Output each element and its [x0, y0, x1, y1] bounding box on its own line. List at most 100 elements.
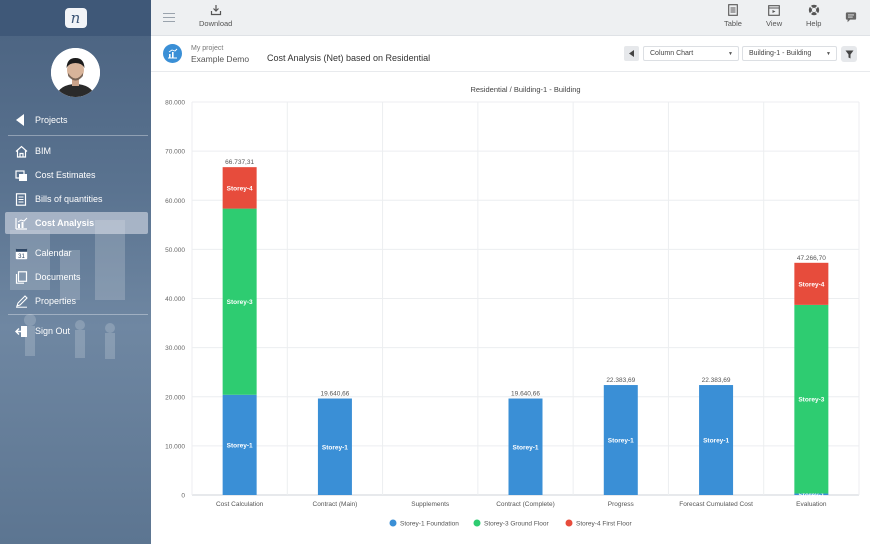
sidebar-item-label: Projects: [35, 115, 68, 125]
pencil-icon: [14, 294, 28, 308]
sidebar-item-properties[interactable]: Properties: [5, 290, 148, 312]
sidebar-item-sign-out[interactable]: Sign Out: [5, 320, 148, 342]
download-label: Download: [199, 19, 233, 28]
project-name[interactable]: Example Demo: [191, 54, 250, 64]
page-title: Cost Analysis (Net) based on Residential: [267, 53, 431, 63]
caret-left-icon: [628, 50, 634, 57]
bar-storey-1[interactable]: [794, 493, 829, 495]
bar-data-label: Storey-1: [798, 492, 824, 499]
help-label: Help: [806, 19, 822, 28]
sidebar-item-label: Properties: [35, 296, 77, 306]
bar-data-label: Storey-1: [512, 444, 538, 451]
top-toolbar: Download Table View Help: [151, 0, 870, 36]
bar-storey-1[interactable]: [603, 385, 638, 495]
building-value: Building-1 - Building: [749, 50, 812, 57]
y-tick-label: 40.000: [165, 296, 185, 303]
bar-total-label: 19.640,66: [511, 391, 540, 398]
sidebar-item-label: Cost Estimates: [35, 170, 96, 180]
chart-icon: [14, 216, 28, 230]
legend-item[interactable]: Storey-4 First Floor: [576, 521, 632, 528]
view-icon: [768, 4, 780, 16]
bar-data-label: Storey-3: [798, 397, 824, 404]
bar-storey-3[interactable]: [794, 304, 829, 494]
legend-item[interactable]: Storey-1 Foundation: [400, 521, 459, 528]
hamburger-line: [163, 20, 175, 23]
bar-data-label: Storey-1: [227, 442, 253, 449]
view-label: View: [766, 19, 783, 28]
hamburger-line: [163, 16, 175, 19]
bar-storey-1[interactable]: [699, 385, 734, 495]
bar-data-label: Storey-1: [703, 438, 729, 445]
cost-estimates-icon: [14, 168, 28, 182]
x-tick-label: Forecast Cumulated Cost: [679, 501, 753, 508]
sidebar-item-label: Cost Analysis: [35, 218, 95, 228]
filter-icon: [845, 50, 853, 58]
sidebar-item-bim[interactable]: BIM: [5, 140, 148, 162]
sidebar-item-label: Sign Out: [35, 326, 71, 336]
legend-marker: [473, 519, 481, 527]
bar-storey-1[interactable]: [317, 398, 352, 495]
bar-storey-4[interactable]: [222, 167, 257, 209]
legend-item[interactable]: Storey-3 Ground Floor: [484, 521, 550, 528]
sidebar-header: n: [0, 0, 151, 36]
cost-analysis-chart: Residential / Building-1 - Building 0 10.0…: [151, 72, 870, 544]
sidebar-item-cost-estimates[interactable]: Cost Estimates: [5, 164, 148, 186]
y-tick-label: 0: [181, 493, 185, 500]
page-header: My project Example Demo Cost Analysis (N…: [151, 36, 870, 72]
avatar[interactable]: [51, 48, 100, 97]
table-icon: [727, 4, 739, 16]
bar-storey-1[interactable]: [508, 398, 543, 495]
y-tick-label: 70.000: [165, 149, 185, 156]
building-select[interactable]: Building-1 - Building ▼: [742, 46, 837, 61]
bar-storey-1[interactable]: [222, 394, 257, 495]
menu-toggle-button[interactable]: [163, 13, 175, 25]
hamburger-line: [163, 13, 175, 15]
caret-left-icon: [14, 113, 28, 127]
download-icon: [210, 4, 222, 16]
back-button[interactable]: [624, 46, 639, 61]
table-button[interactable]: Table: [724, 4, 742, 28]
sidebar-item-cost-analysis[interactable]: Cost Analysis: [5, 212, 148, 234]
bar-data-label: Storey-4: [227, 185, 253, 192]
sidebar-item-label: Calendar: [35, 248, 72, 258]
help-button[interactable]: Help: [806, 4, 821, 28]
sidebar-item-label: Bills of quantities: [35, 194, 103, 204]
sidebar-item-projects[interactable]: Projects: [5, 109, 148, 131]
documents-icon: [14, 270, 28, 284]
x-tick-label: Contract (Complete): [496, 501, 555, 508]
bar-data-label: Storey-4: [798, 281, 824, 288]
column-chart: Residential / Building-1 - Building 0 10.0…: [165, 85, 860, 528]
bar-total-label: 66.737,31: [225, 159, 254, 166]
app-logo[interactable]: n: [64, 8, 87, 28]
download-button[interactable]: Download: [199, 4, 232, 28]
filter-button[interactable]: [841, 46, 857, 62]
chart-type-value: Column Chart: [650, 50, 694, 57]
bar-total-label: 47.266,70: [797, 255, 826, 262]
bar-total-label: 19.640,66: [320, 391, 349, 398]
bar-storey-4[interactable]: [794, 262, 829, 305]
chat-icon: [845, 11, 857, 23]
sidebar-item-calendar[interactable]: 31 Calendar: [5, 242, 148, 264]
project-icon: [163, 44, 182, 63]
y-tick-label: 10.000: [165, 443, 185, 450]
sidebar-item-label: BIM: [35, 146, 52, 156]
bar-data-label: Storey-1: [322, 444, 348, 451]
bar-storey-3[interactable]: [222, 208, 257, 395]
y-tick-label: 20.000: [165, 394, 185, 401]
chart-type-select[interactable]: Column Chart ▼: [643, 46, 739, 61]
project-caption: My project: [191, 45, 224, 52]
sidebar-divider: [8, 135, 148, 136]
y-tick-label: 80.000: [165, 100, 185, 107]
y-tick-label: 50.000: [165, 247, 185, 254]
document-icon: [14, 192, 28, 206]
x-tick-label: Contract (Main): [313, 501, 358, 508]
sidebar-item-bills-of-quantities[interactable]: Bills of quantities: [5, 188, 148, 210]
x-tick-label: Cost Calculation: [216, 501, 264, 508]
bar-total-label: 22.383,69: [606, 377, 635, 384]
chevron-down-icon: ▼: [728, 51, 733, 57]
x-tick-label: Supplements: [411, 501, 450, 508]
user-avatar-icon: [51, 48, 100, 97]
chat-button[interactable]: [845, 11, 857, 26]
view-button[interactable]: View: [766, 4, 782, 28]
sidebar-item-documents[interactable]: Documents: [5, 266, 148, 288]
